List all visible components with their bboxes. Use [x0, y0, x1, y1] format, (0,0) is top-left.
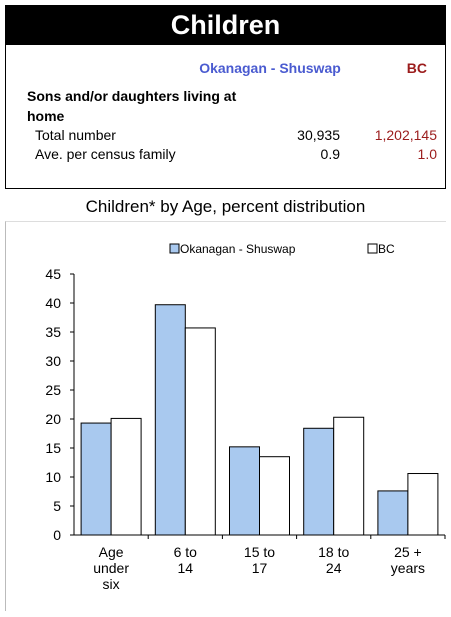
row-label: Total number	[35, 127, 116, 143]
summary-frame	[5, 45, 446, 189]
region-column-header: Okanagan - Shuswap	[199, 60, 341, 76]
x-tick-label: 6 to	[174, 544, 198, 560]
province-column-header: BC	[406, 60, 427, 76]
y-tick-label: 30	[45, 353, 61, 369]
bar-province	[333, 416, 365, 536]
chart-frame	[5, 221, 446, 611]
table-row: Ave. per census family 0.9 1.0	[0, 146, 451, 164]
bar-region	[377, 490, 409, 536]
legend-swatch	[169, 243, 180, 254]
chart-title: Children* by Age, percent distribution	[85, 197, 366, 216]
y-tick-label: 25	[45, 382, 61, 398]
bar-province	[259, 456, 290, 536]
bar-province	[110, 417, 142, 536]
legend-label: BC	[378, 242, 395, 256]
bar-region	[80, 422, 112, 536]
x-tick-label: 25 +	[394, 544, 422, 560]
bar-province	[184, 327, 216, 536]
table-row: Total number 30,935 1,202,145	[0, 127, 451, 145]
bar-region	[303, 427, 335, 536]
province-value: 1.0	[417, 146, 437, 162]
bar-province	[407, 473, 439, 536]
x-tick-label: years	[391, 560, 425, 576]
y-tick-label: 15	[45, 440, 61, 456]
y-tick-label: 45	[45, 266, 61, 282]
x-tick-label: Age	[99, 544, 124, 560]
y-tick-label: 20	[45, 411, 61, 427]
x-tick-label: 18 to	[318, 544, 349, 560]
region-value: 30,935	[297, 127, 340, 143]
y-tick-label: 35	[45, 324, 61, 340]
bar-region	[154, 304, 186, 536]
page-title: Children	[5, 5, 446, 45]
legend-label: Okanagan - Shuswap	[180, 242, 296, 256]
y-tick-label: 10	[45, 469, 61, 485]
x-tick-label: six	[103, 576, 120, 592]
row-label: Ave. per census family	[35, 146, 176, 162]
bar-region	[229, 446, 260, 536]
region-value: 0.9	[320, 146, 340, 162]
x-tick-label: under	[93, 560, 129, 576]
x-tick-label: 24	[326, 560, 342, 576]
x-tick-label: 17	[252, 560, 268, 576]
section-label: Sons and/or daughters living at home	[27, 88, 237, 124]
x-tick-label: 14	[178, 560, 194, 576]
legend-swatch	[367, 243, 378, 254]
y-tick-label: 5	[53, 498, 61, 514]
y-tick-label: 0	[53, 527, 61, 543]
province-value: 1,202,145	[374, 127, 437, 143]
y-tick-label: 40	[45, 295, 61, 311]
x-tick-label: 15 to	[244, 544, 275, 560]
